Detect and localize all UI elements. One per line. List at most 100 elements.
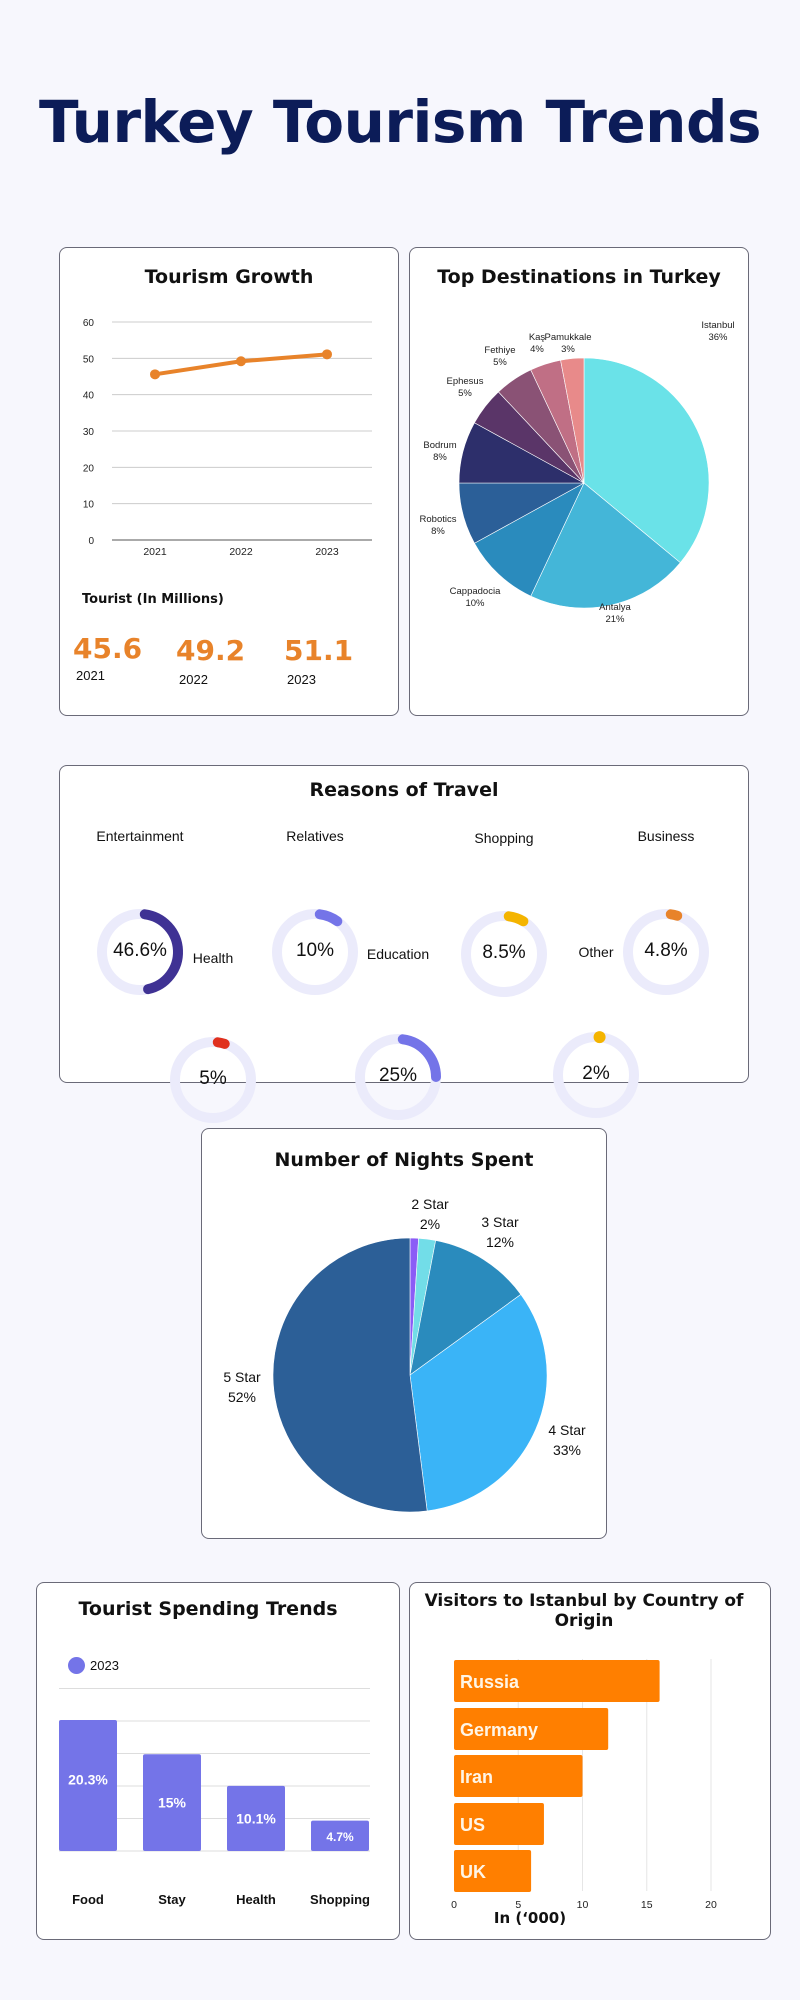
top-destinations-card: Top Destinations in Turkey Istanbul 36% An… <box>409 247 749 716</box>
x-tick-label: 0 <box>451 1899 457 1911</box>
bar-value-label: 15% <box>158 1795 187 1811</box>
data-point <box>236 356 246 367</box>
x-tick-label: 2021 <box>143 546 167 558</box>
visitors-x-axis-label: In (‘000) <box>493 1909 567 1927</box>
y-tick-label: 40 <box>83 391 95 402</box>
category-label: Stay <box>158 1892 186 1907</box>
visitor-bar <box>454 1708 609 1750</box>
slice-label: 5 Star <box>223 1369 261 1385</box>
stat-2023-year: 2023 <box>287 672 316 687</box>
slice-label: Ephesus <box>447 376 484 387</box>
reason-label-entertainment: Entertainment <box>96 828 184 844</box>
visitor-bar <box>454 1850 532 1892</box>
destination-slice <box>560 357 585 484</box>
visitor-bar <box>454 1660 660 1702</box>
reason-value: 46.6% <box>113 940 167 961</box>
visitor-bar <box>454 1755 583 1797</box>
destination-slice <box>530 482 681 609</box>
slice-label: Cappadocia <box>450 586 501 597</box>
slice-percent: 52% <box>228 1389 256 1405</box>
spending-bar-chart: 20.3% Food 15% Stay 10.1% Health 4.7% Shopping <box>59 1688 370 1907</box>
spending-bar <box>59 1720 117 1851</box>
x-tick-label: 2022 <box>229 546 253 558</box>
slice-percent: 3% <box>561 344 575 355</box>
slice-percent: 21% <box>605 614 625 625</box>
slice-label: Istanbul <box>701 320 734 331</box>
country-label: UK <box>460 1862 486 1882</box>
bar-value-label: 20.3% <box>68 1772 108 1788</box>
slice-percent: 33% <box>553 1442 581 1458</box>
stat-2021-year: 2021 <box>76 668 105 683</box>
reason-label-relatives: Relatives <box>286 828 344 844</box>
slice-percent: 8% <box>433 452 447 463</box>
y-tick-label: 50 <box>83 354 95 365</box>
reason-value: 8.5% <box>482 942 526 963</box>
reasons-title: Reasons of Travel <box>309 779 499 801</box>
slice-percent: 2% <box>420 1216 440 1232</box>
reason-donut-health <box>170 1037 256 1123</box>
visitors-bar-chart: 0 5 10 15 20 Russia Germany Iran US UK <box>451 1659 717 1911</box>
category-label: Shopping <box>310 1892 370 1907</box>
reason-donut-business <box>623 909 709 995</box>
nights-spent-title: Number of Nights Spent <box>274 1149 534 1171</box>
reason-donut-other <box>553 1031 639 1118</box>
slice-label: Fethiye <box>484 345 515 356</box>
spending-bar <box>227 1785 285 1851</box>
visitors-title-line2: Origin <box>554 1611 614 1631</box>
x-tick-label: 15 <box>641 1899 653 1911</box>
visitor-bar <box>454 1803 544 1845</box>
slice-percent: 36% <box>708 332 728 343</box>
slice-label: 2 Star <box>411 1196 449 1212</box>
slice-percent: 5% <box>493 357 507 368</box>
stat-2023-value: 51.1 <box>284 634 354 667</box>
slice-label: Antalya <box>599 602 631 613</box>
reason-value: 2% <box>582 1063 610 1084</box>
reason-label-business: Business <box>637 828 695 844</box>
legend-dot-icon <box>68 1657 85 1674</box>
x-tick-label: 10 <box>577 1899 589 1911</box>
y-tick-label: 60 <box>83 318 95 329</box>
reason-donut-entertainment <box>97 909 183 995</box>
spending-trends-card: Tourist Spending Trends 2023 20.3% Food 15… <box>36 1582 400 1940</box>
country-label: US <box>460 1815 485 1835</box>
slice-label: Kaş <box>529 332 546 343</box>
slice-label: Robotics <box>420 514 457 525</box>
stat-2022-value: 49.2 <box>176 634 246 667</box>
nights-pie-chart: 2 Star 2% 3 Star 12% 4 Star 33% 5 Star 52% <box>223 1196 586 1513</box>
reason-label-other: Other <box>578 944 614 960</box>
y-tick-label: 30 <box>83 427 95 438</box>
x-tick-label: 20 <box>705 1899 717 1911</box>
stat-2021-value: 45.6 <box>73 632 143 665</box>
reason-value: 5% <box>199 1068 227 1089</box>
reason-donut-education <box>355 1034 441 1120</box>
visitors-istanbul-card: Visitors to Istanbul by Country of Origi… <box>409 1582 771 1940</box>
country-label: Germany <box>460 1720 538 1740</box>
slice-label: Pamukkale <box>545 332 592 343</box>
spending-bar <box>311 1820 369 1851</box>
slice-percent: 4% <box>530 344 544 355</box>
tourism-growth-title: Tourism Growth <box>144 266 314 288</box>
spending-title: Tourist Spending Trends <box>78 1598 338 1620</box>
nights-spent-card: Number of Nights Spent 2 Star 2% 3 Star 12%… <box>201 1128 607 1539</box>
slice-percent: 10% <box>465 598 485 609</box>
reasons-of-travel-card: Reasons of Travel Entertainment 46.6% Rela… <box>59 765 749 1123</box>
tourist-millions-label: Tourist (In Millions) <box>82 592 224 607</box>
y-tick-label: 0 <box>88 536 94 547</box>
visitors-title-line1: Visitors to Istanbul by Country of <box>424 1591 744 1611</box>
bar-value-label: 10.1% <box>236 1810 276 1826</box>
bar-value-label: 4.7% <box>326 1830 354 1844</box>
nights-slice <box>272 1237 428 1513</box>
destination-slice <box>583 357 710 564</box>
reason-value: 10% <box>295 940 335 961</box>
stat-2022-year: 2022 <box>179 672 208 687</box>
category-label: Health <box>236 1892 276 1907</box>
reason-value: 4.8% <box>644 940 688 961</box>
y-tick-label: 10 <box>83 500 95 511</box>
nights-slice <box>409 1294 548 1512</box>
country-label: Russia <box>460 1672 520 1692</box>
destination-slice <box>474 482 585 597</box>
category-label: Food <box>72 1892 104 1907</box>
reason-label-shopping: Shopping <box>474 830 534 846</box>
x-tick-label: 2023 <box>315 546 339 558</box>
